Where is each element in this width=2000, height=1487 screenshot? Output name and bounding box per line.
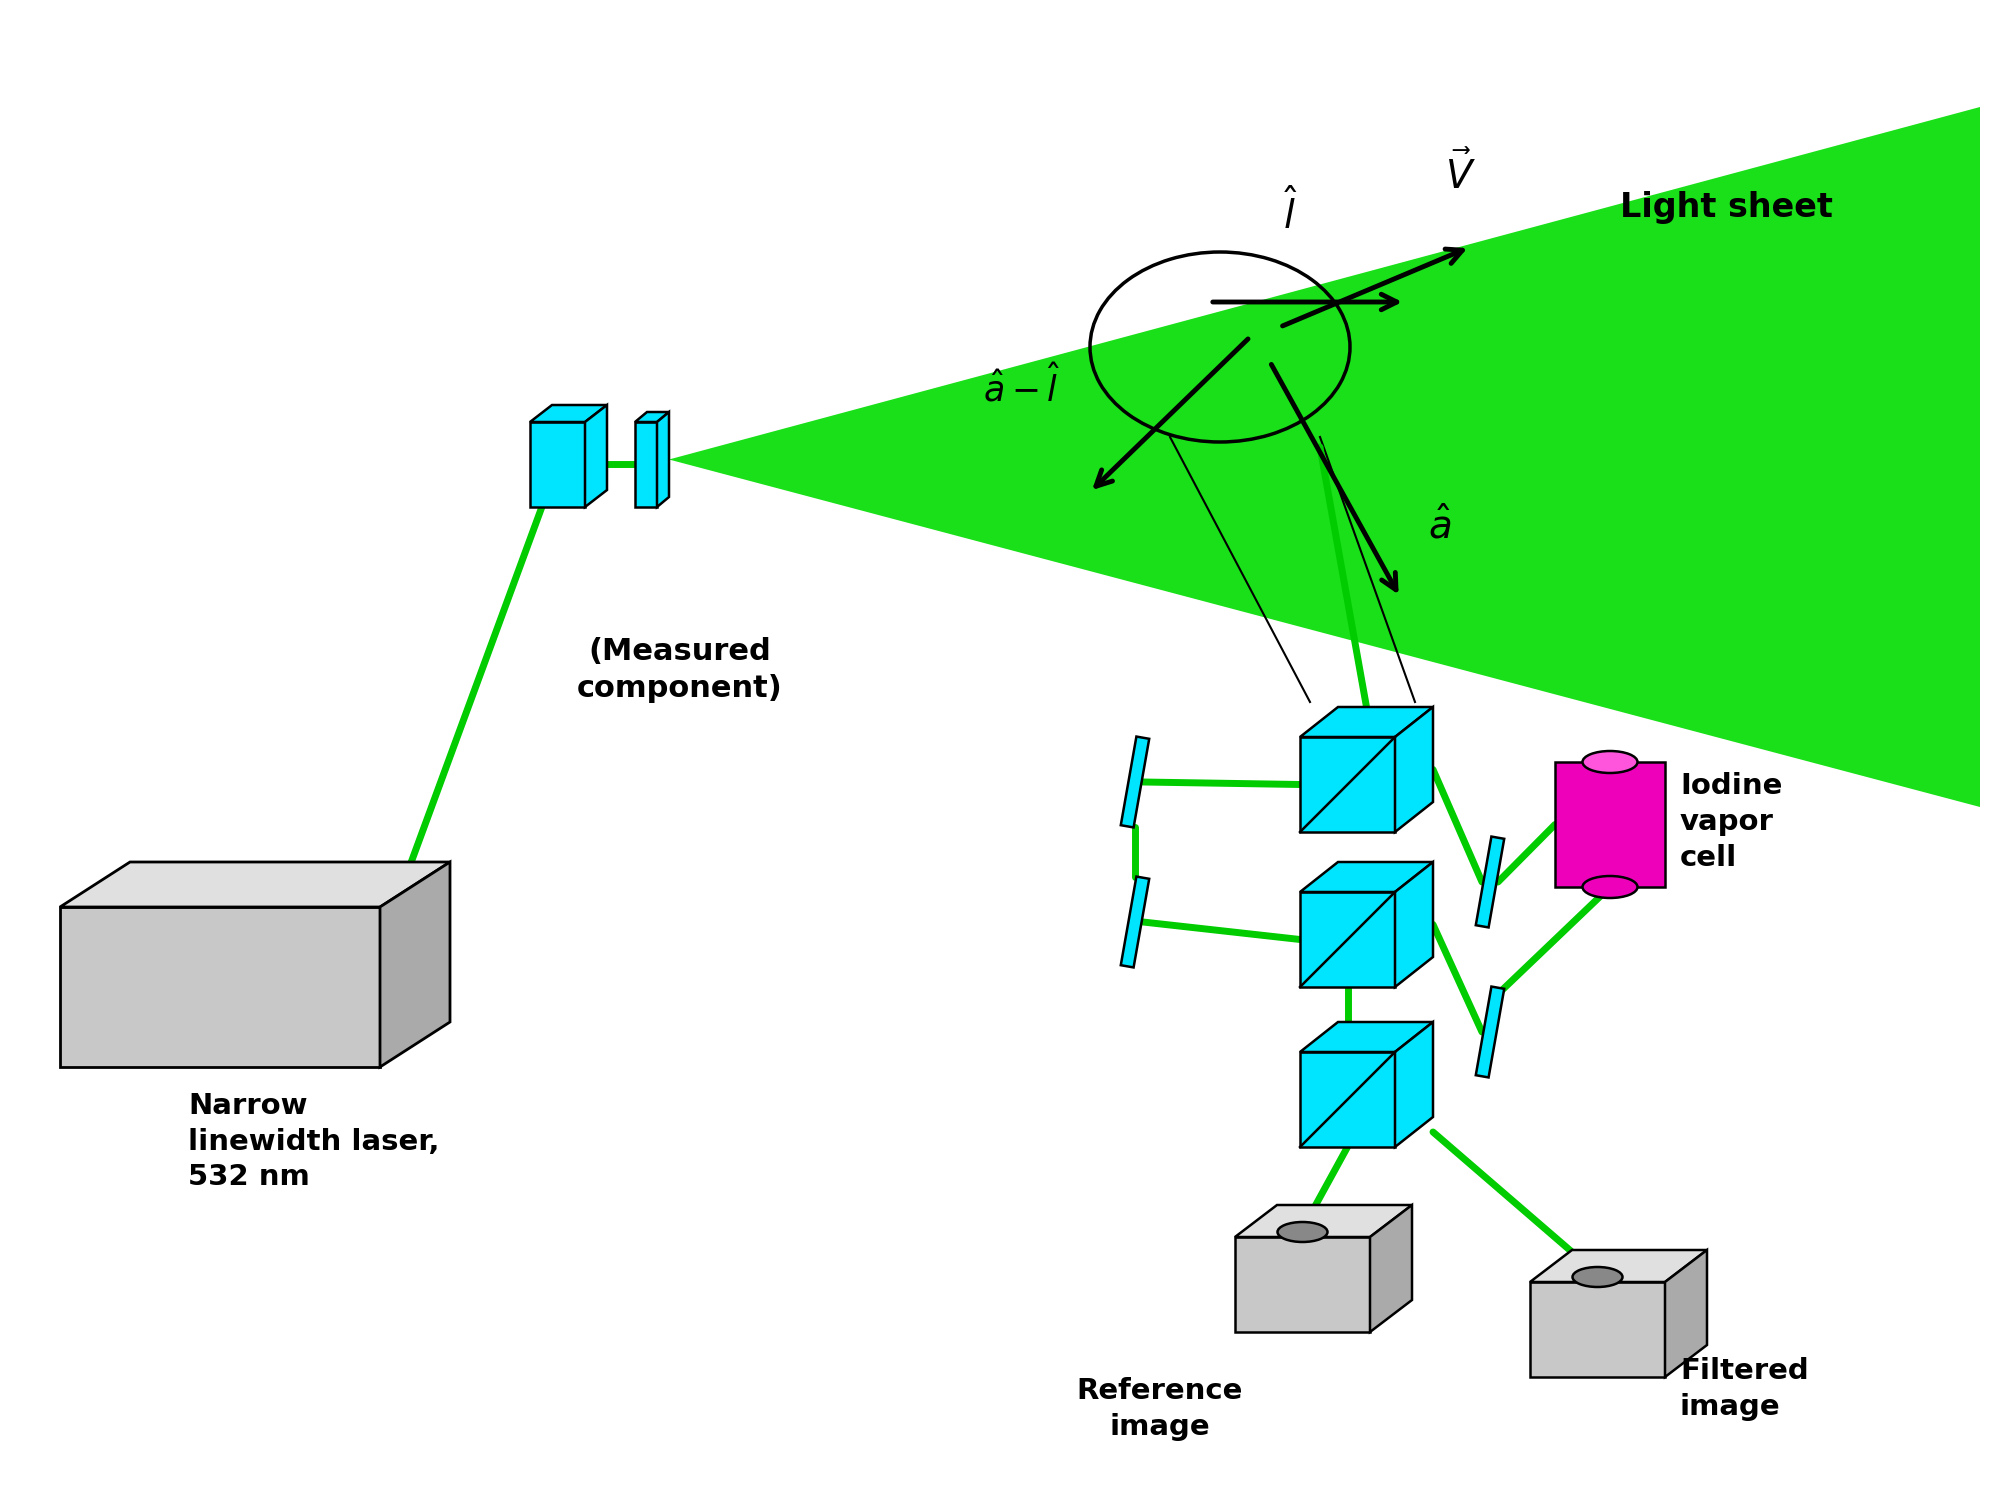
Polygon shape [1530, 1251, 1708, 1282]
Polygon shape [668, 107, 1980, 807]
Polygon shape [1530, 1282, 1666, 1377]
Polygon shape [60, 862, 450, 907]
Polygon shape [1396, 862, 1432, 987]
Polygon shape [1666, 1251, 1708, 1377]
Ellipse shape [1582, 876, 1638, 898]
Text: Narrow
linewidth laser,
532 nm: Narrow linewidth laser, 532 nm [188, 1091, 440, 1191]
Text: $\hat{a}$: $\hat{a}$ [1428, 507, 1452, 547]
Text: Light sheet: Light sheet [1620, 190, 1832, 223]
Polygon shape [1300, 892, 1396, 987]
Text: (Measured
component): (Measured component) [578, 636, 782, 703]
Polygon shape [1396, 1022, 1432, 1146]
Polygon shape [1370, 1204, 1412, 1332]
Ellipse shape [1582, 751, 1638, 773]
Text: $\vec{V}$: $\vec{V}$ [1444, 152, 1476, 196]
Polygon shape [530, 422, 584, 507]
Polygon shape [1556, 761, 1666, 888]
Polygon shape [1120, 876, 1150, 968]
Ellipse shape [1278, 1222, 1328, 1242]
Polygon shape [1476, 837, 1504, 928]
Ellipse shape [1572, 1267, 1622, 1288]
Polygon shape [1120, 736, 1150, 827]
Polygon shape [380, 862, 450, 1068]
Polygon shape [1300, 706, 1432, 738]
Polygon shape [584, 404, 606, 507]
Polygon shape [1236, 1204, 1412, 1237]
Polygon shape [1396, 706, 1432, 833]
Polygon shape [1300, 862, 1432, 892]
Polygon shape [1300, 1051, 1396, 1146]
Polygon shape [1300, 738, 1396, 833]
Polygon shape [1476, 986, 1504, 1078]
Text: $\hat{l}$: $\hat{l}$ [1282, 189, 1298, 236]
Polygon shape [656, 412, 668, 507]
Text: $\hat{a}-\hat{l}$: $\hat{a}-\hat{l}$ [982, 366, 1060, 409]
Text: Filtered
image: Filtered image [1680, 1358, 1808, 1420]
Polygon shape [1300, 1022, 1432, 1051]
Text: Iodine
vapor
cell: Iodine vapor cell [1680, 772, 1782, 871]
Polygon shape [60, 907, 380, 1068]
Polygon shape [530, 404, 606, 422]
Text: Reference
image: Reference image [1076, 1377, 1244, 1441]
Polygon shape [636, 422, 656, 507]
Polygon shape [1236, 1237, 1370, 1332]
Polygon shape [636, 412, 668, 422]
